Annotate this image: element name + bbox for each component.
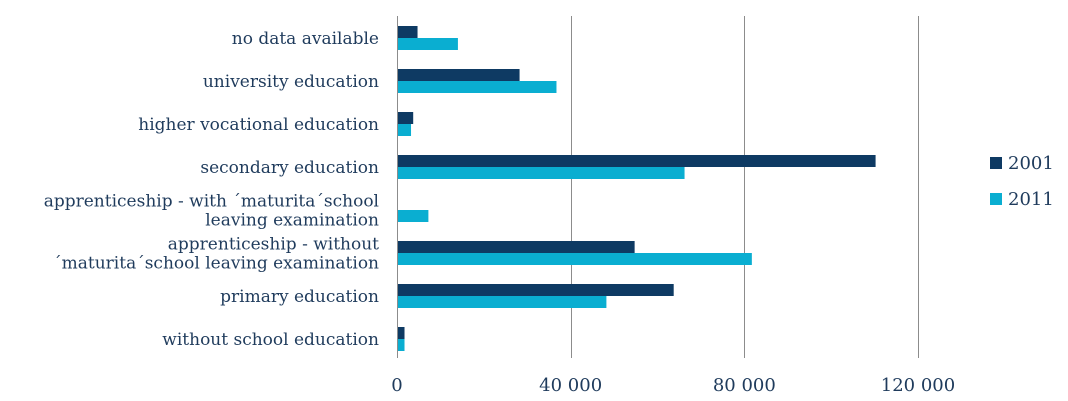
legend: 2001 2011 bbox=[990, 153, 1054, 210]
x-tick-label: 80 000 bbox=[713, 375, 776, 396]
category-labels: no data available university education hig… bbox=[44, 29, 379, 350]
legend-label-2011: 2011 bbox=[1008, 189, 1054, 210]
bar-2001-2 bbox=[398, 112, 414, 124]
category-label: apprenticeship - with ´maturita´school le… bbox=[44, 192, 379, 231]
x-tick-label: 40 000 bbox=[539, 375, 602, 396]
bar-2011-2 bbox=[398, 124, 412, 136]
bar-2001-1 bbox=[398, 69, 520, 81]
category-label: apprenticeship - without ´maturita´school… bbox=[53, 235, 379, 274]
bar-2001-5 bbox=[398, 241, 635, 253]
category-label: no data available bbox=[232, 29, 379, 49]
bar-layer bbox=[398, 26, 876, 351]
legend-label-2001: 2001 bbox=[1008, 153, 1054, 174]
x-tick-label: 0 bbox=[391, 375, 402, 396]
legend-swatch-2011 bbox=[990, 193, 1002, 205]
bar-2001-7 bbox=[398, 327, 405, 339]
category-label: university education bbox=[203, 72, 379, 92]
bar-2011-4 bbox=[398, 210, 429, 222]
bar-2001-3 bbox=[398, 155, 876, 167]
bar-2011-6 bbox=[398, 296, 607, 308]
bar-2001-0 bbox=[398, 26, 418, 38]
x-axis-tick-labels: 0 40 000 80 000 120 000 bbox=[391, 375, 955, 396]
legend-swatch-2001 bbox=[990, 157, 1002, 169]
x-tick-label: 120 000 bbox=[881, 375, 955, 396]
bar-2011-7 bbox=[398, 339, 405, 351]
bar-2001-6 bbox=[398, 284, 674, 296]
bar-2011-3 bbox=[398, 167, 685, 179]
bar-2011-1 bbox=[398, 81, 557, 93]
category-label: secondary education bbox=[200, 158, 379, 178]
bar-2011-5 bbox=[398, 253, 752, 265]
category-label: higher vocational education bbox=[138, 115, 379, 135]
category-label: without school education bbox=[162, 330, 379, 350]
bar-2011-0 bbox=[398, 38, 458, 50]
category-label: primary education bbox=[220, 287, 379, 307]
